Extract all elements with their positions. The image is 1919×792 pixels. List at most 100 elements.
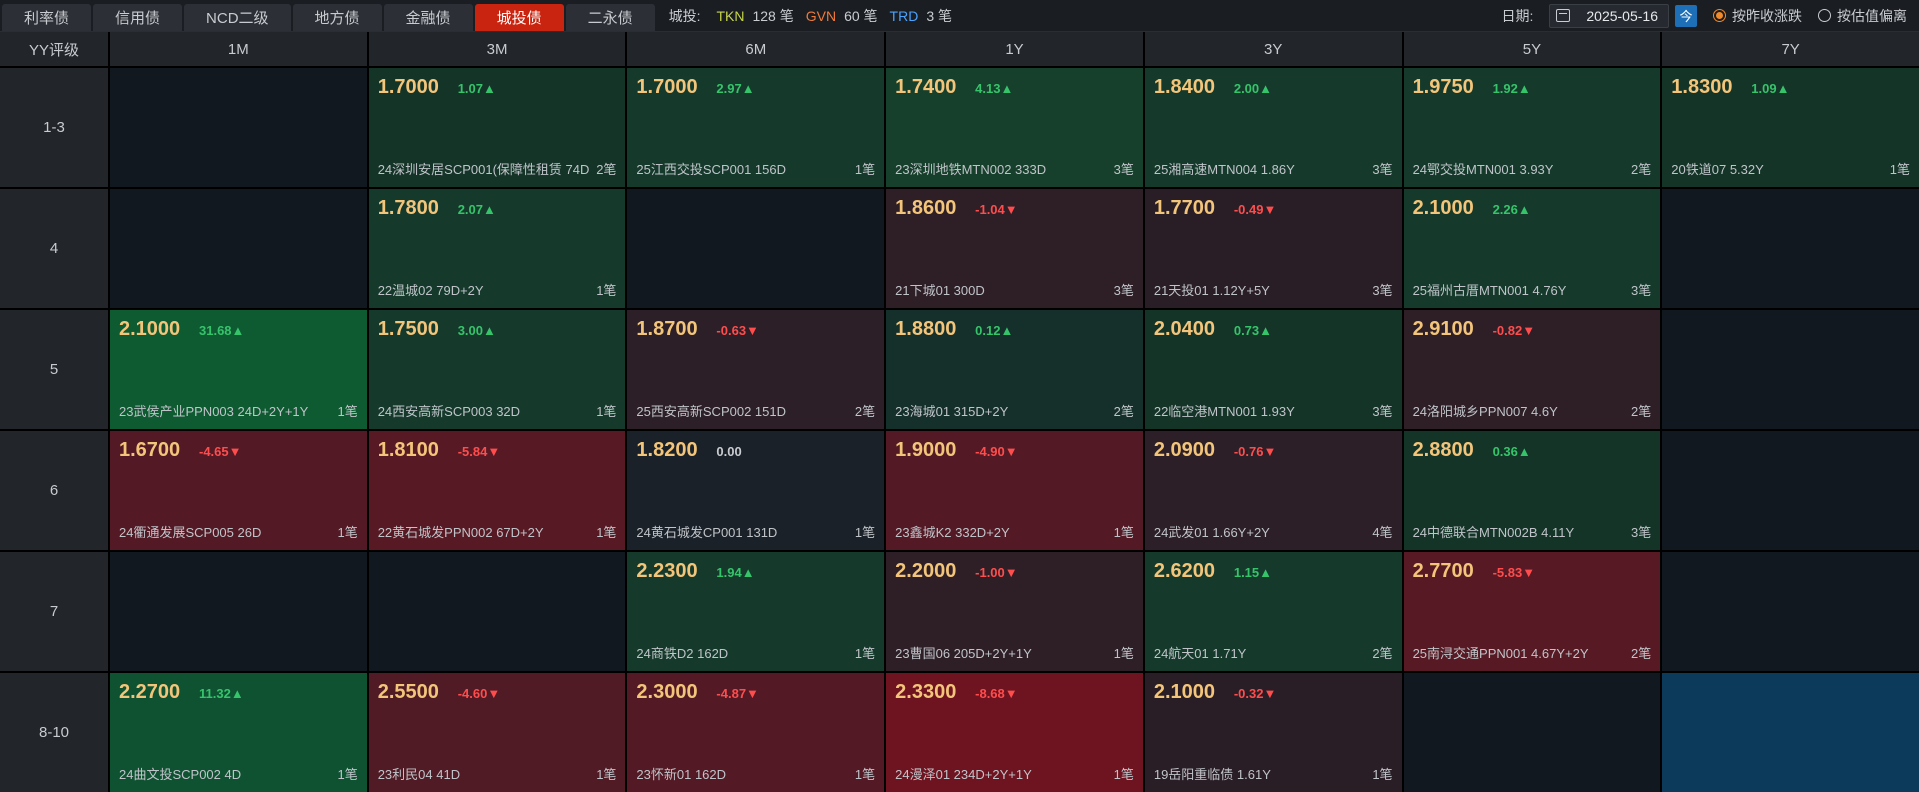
heatmap-cell[interactable]: 2.2300 1.94▲ 24商铁D2 162D 1笔 (627, 552, 885, 671)
trade-count: 2笔 (1372, 646, 1393, 661)
bond-name: 24商铁D2 162D (636, 646, 729, 661)
heatmap-cell[interactable]: 1.7000 1.07▲ 24深圳安居SCP001(保障性租赁 74D 2笔 (368, 68, 626, 187)
date-picker[interactable]: 2025-05-16 (1549, 3, 1669, 28)
radio-label: 按估值偏离 (1837, 7, 1907, 24)
heatmap-cell[interactable]: 1.8400 2.00▲ 25湘高速MTN004 1.86Y 3笔 (1144, 68, 1402, 187)
tab-4[interactable]: 金融债 (383, 4, 473, 31)
heatmap-cell[interactable]: 2.0400 0.73▲ 22临空港MTN001 1.93Y 3笔 (1144, 310, 1402, 429)
heatmap-cell[interactable]: 1.8100 -5.84▼ 22黄石城发PPN002 67D+2Y 1笔 (368, 431, 626, 550)
heatmap-cell[interactable] (110, 552, 367, 671)
yield-value: 1.7400 (895, 76, 957, 98)
heatmap-cell[interactable]: 1.9000 -4.90▼ 23鑫城K2 332D+2Y 1笔 (886, 431, 1143, 550)
heatmap-cell[interactable]: 1.8300 1.09▲ 20铁道07 5.32Y 1笔 (1662, 68, 1919, 187)
yield-value: 2.1000 (1153, 681, 1216, 703)
heatmap-cell[interactable]: 2.5500 -4.60▼ 23利民04 41D 1笔 (368, 673, 626, 792)
yield-value: 2.2000 (895, 560, 957, 582)
yield-change: -4.65▼ (199, 444, 242, 459)
heatmap-cell[interactable]: 2.1000 31.68▲ 23武侯产业PPN003 24D+2Y+1Y 1笔 (110, 310, 367, 429)
radio-unselected-icon (1818, 9, 1831, 22)
heatmap-cell[interactable] (368, 552, 626, 671)
heatmap-cell[interactable]: 2.8800 0.36▲ 24中德联合MTN002B 4.11Y 3笔 (1403, 431, 1661, 550)
trade-count: 2笔 (854, 404, 876, 419)
heatmap-cell[interactable]: 2.2000 -1.00▼ 23曹国06 205D+2Y+1Y 1笔 (886, 552, 1143, 671)
trade-count: 1笔 (1113, 646, 1134, 661)
tab-2[interactable]: NCD二级 (184, 4, 291, 31)
bond-name: 21天投01 1.12Y+5Y (1153, 283, 1270, 298)
heatmap-cell[interactable]: 1.7500 3.00▲ 24西安高新SCP003 32D 1笔 (368, 310, 626, 429)
heatmap-cell[interactable]: 2.1000 -0.32▼ 19岳阳重临债 1.61Y 1笔 (1144, 673, 1402, 792)
today-button[interactable]: 今 (1675, 4, 1697, 27)
trade-count: 2笔 (596, 162, 617, 177)
heatmap-cell[interactable] (1662, 673, 1919, 792)
heatmap-cell[interactable]: 1.7400 4.13▲ 23深圳地铁MTN002 333D 3笔 (886, 68, 1143, 187)
heatmap-cell[interactable]: 2.9100 -0.82▼ 24洛阳城乡PPN007 4.6Y 2笔 (1403, 310, 1661, 429)
heatmap-cell[interactable] (1662, 189, 1919, 308)
trade-count: 2笔 (1631, 404, 1652, 419)
yield-value: 2.8800 (1412, 439, 1474, 461)
yield-value: 1.7700 (1153, 197, 1216, 219)
heatmap-cell[interactable] (1662, 310, 1919, 429)
yield-change: -4.60▼ (457, 686, 501, 701)
heatmap-cell[interactable]: 1.8700 -0.63▼ 25西安高新SCP002 151D 2笔 (627, 310, 885, 429)
heatmap-cell[interactable] (110, 189, 367, 308)
yield-value: 1.9000 (895, 439, 957, 461)
heatmap-cell[interactable]: 1.6700 -4.65▼ 24衢通发展SCP005 26D 1笔 (110, 431, 367, 550)
yield-value: 1.8400 (1153, 76, 1216, 98)
trade-count: 1笔 (337, 525, 358, 540)
yield-change: -4.90▼ (975, 444, 1018, 459)
heatmap-cell[interactable]: 1.7000 2.97▲ 25江西交投SCP001 156D 1笔 (627, 68, 885, 187)
heatmap-cell[interactable] (1662, 552, 1919, 671)
yield-value: 1.7800 (377, 197, 439, 219)
bond-name: 23曹国06 205D+2Y+1Y (895, 646, 1032, 661)
yield-value: 2.3000 (636, 681, 698, 703)
tab-5[interactable]: 城投债 (474, 4, 564, 31)
trade-count: 1笔 (854, 525, 876, 540)
stat-value-trd: 3 笔 (926, 7, 953, 24)
yield-change: 1.92▲ (1492, 81, 1531, 96)
heatmap-cell[interactable]: 1.7700 -0.49▼ 21天投01 1.12Y+5Y 3笔 (1144, 189, 1402, 308)
trade-count: 1笔 (854, 767, 876, 782)
bond-name: 25湘高速MTN004 1.86Y (1153, 162, 1295, 177)
category-tabs: 利率债 信用债 NCD二级 地方债 金融债 城投债 二永债 (0, 0, 655, 31)
yield-value: 1.9750 (1412, 76, 1474, 98)
rating-column-header: YY评级 (0, 32, 108, 66)
tab-3[interactable]: 地方债 (292, 4, 382, 31)
rating-row-header: 5 (0, 310, 108, 429)
trade-count: 1笔 (596, 767, 617, 782)
bond-name: 23海城01 315D+2Y (895, 404, 1009, 419)
yield-change: 0.36▲ (1492, 444, 1531, 459)
bond-name: 25福州古厝MTN001 4.76Y (1412, 283, 1567, 298)
trade-count: 1笔 (596, 283, 617, 298)
bond-name: 22黄石城发PPN002 67D+2Y (377, 525, 544, 540)
yield-value: 1.7500 (377, 318, 439, 340)
heatmap-cell[interactable]: 1.8800 0.12▲ 23海城01 315D+2Y 2笔 (886, 310, 1143, 429)
bond-name: 22温城02 79D+2Y (377, 283, 484, 298)
heatmap-cell[interactable] (1403, 673, 1661, 792)
trade-count: 3笔 (1372, 404, 1393, 419)
bond-name: 24深圳安居SCP001(保障性租赁 74D (377, 162, 590, 177)
bond-name: 24漫泽01 234D+2Y+1Y (895, 767, 1032, 782)
tab-1[interactable]: 信用债 (93, 4, 183, 31)
heatmap-cell[interactable]: 2.2700 11.32▲ 24曲文投SCP002 4D 1笔 (110, 673, 367, 792)
heatmap-cell[interactable]: 2.7700 -5.83▼ 25南浔交通PPN001 4.67Y+2Y 2笔 (1403, 552, 1661, 671)
tab-0[interactable]: 利率债 (2, 4, 92, 31)
heatmap-cell[interactable] (110, 68, 367, 187)
radio-by-valuation[interactable]: 按估值偏离 (1818, 6, 1907, 26)
heatmap-cell[interactable]: 2.1000 2.26▲ 25福州古厝MTN001 4.76Y 3笔 (1403, 189, 1661, 308)
heatmap-cell[interactable]: 2.3300 -8.68▼ 24漫泽01 234D+2Y+1Y 1笔 (886, 673, 1143, 792)
heatmap-cell[interactable]: 2.0900 -0.76▼ 24武发01 1.66Y+2Y 4笔 (1144, 431, 1402, 550)
heatmap-cell[interactable]: 1.9750 1.92▲ 24鄂交投MTN001 3.93Y 2笔 (1403, 68, 1661, 187)
heatmap-cell[interactable] (1662, 431, 1919, 550)
yield-change: 0.00 (716, 444, 742, 459)
heatmap-cell[interactable]: 1.8600 -1.04▼ 21下城01 300D 3笔 (886, 189, 1143, 308)
radio-by-prev-close[interactable]: 按昨收涨跌 (1713, 6, 1802, 26)
tab-6[interactable]: 二永债 (565, 4, 655, 31)
heatmap-grid: YY评级 1M 3M 6M 1Y 3Y 5Y 7Y 1-3 1.7000 1.07▲ 24深圳安居SC… (0, 32, 1919, 792)
heatmap-cell[interactable]: 2.3000 -4.87▼ 23怀新01 162D 1笔 (627, 673, 885, 792)
bond-name: 24曲文投SCP002 4D (119, 767, 242, 782)
heatmap-cell[interactable]: 2.6200 1.15▲ 24航天01 1.71Y 2笔 (1144, 552, 1402, 671)
heatmap-cell[interactable]: 1.8200 0.00 24黄石城发CP001 131D 1笔 (627, 431, 885, 550)
heatmap-cell[interactable] (627, 189, 885, 308)
heatmap-cell[interactable]: 1.7800 2.07▲ 22温城02 79D+2Y 1笔 (368, 189, 626, 308)
yield-change: -8.68▼ (975, 686, 1018, 701)
